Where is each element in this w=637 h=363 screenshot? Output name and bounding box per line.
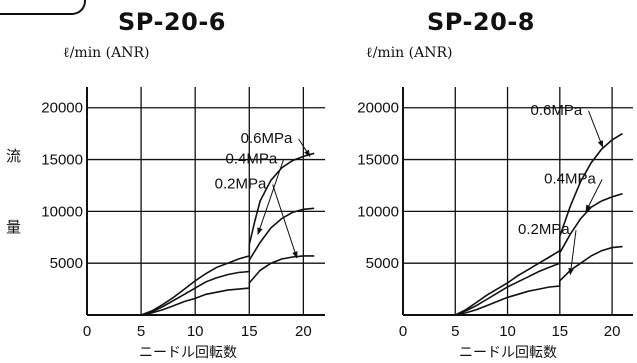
left-x-tick-label: 15 xyxy=(241,323,258,340)
right-x-tick-label: 20 xyxy=(604,323,621,340)
right-x-tick-label: 5 xyxy=(451,323,459,340)
left-series-line xyxy=(140,207,315,316)
right-series-arrow xyxy=(588,110,604,148)
left-y-tick-label: 15000 xyxy=(41,152,83,169)
right-y-tick-label: 15000 xyxy=(357,152,399,169)
right-series-arrow xyxy=(568,230,577,276)
left-y-tick-label: 20000 xyxy=(41,100,83,117)
right-series-line xyxy=(454,132,623,316)
left-series-line xyxy=(140,152,315,316)
left-x-tick-label: 0 xyxy=(83,323,91,340)
right-y-tick-label: 5000 xyxy=(366,255,399,272)
left-x-tick-label: 20 xyxy=(295,323,312,340)
left-series-arrow xyxy=(272,184,298,259)
right-y-tick-label: 10000 xyxy=(357,203,399,220)
left-series-line xyxy=(140,255,315,316)
y-axis-label-char-1: 流 xyxy=(6,147,22,165)
left-y-tick-label: 10000 xyxy=(41,203,83,220)
right-series-label: 0.2MPa xyxy=(518,221,570,238)
right-series-label: 0.6MPa xyxy=(531,102,583,119)
right-x-tick-label: 15 xyxy=(551,323,568,340)
right-series-label: 0.4MPa xyxy=(544,170,596,187)
left-series-arrow xyxy=(257,159,284,235)
y-unit-left: ℓ/min (ANR) xyxy=(63,45,150,61)
right-series-arrow xyxy=(585,179,603,212)
right-y-tick-label: 20000 xyxy=(357,100,399,117)
left-x-tick-label: 10 xyxy=(187,323,204,340)
x-axis-label-left: ニードル回転数 xyxy=(139,345,237,361)
y-axis-label-char-2: 量 xyxy=(6,218,22,236)
left-series-label: 0.2MPa xyxy=(215,176,267,193)
left-series-label: 0.4MPa xyxy=(225,151,277,168)
x-axis-label-right: ニードル回転数 xyxy=(459,345,557,361)
right-series-line xyxy=(455,192,623,316)
right-series-line xyxy=(455,245,623,316)
chart-title-right: SP-20-8 xyxy=(427,8,535,36)
left-y-tick-label: 5000 xyxy=(50,255,83,272)
y-unit-right: ℓ/min (ANR) xyxy=(366,45,453,61)
left-series-arrow xyxy=(298,138,311,158)
left-x-tick-label: 5 xyxy=(137,323,145,340)
left-series-label: 0.6MPa xyxy=(241,130,293,147)
right-x-tick-label: 0 xyxy=(399,323,407,340)
right-x-tick-label: 10 xyxy=(499,323,516,340)
chart-title-left: SP-20-6 xyxy=(118,8,226,36)
